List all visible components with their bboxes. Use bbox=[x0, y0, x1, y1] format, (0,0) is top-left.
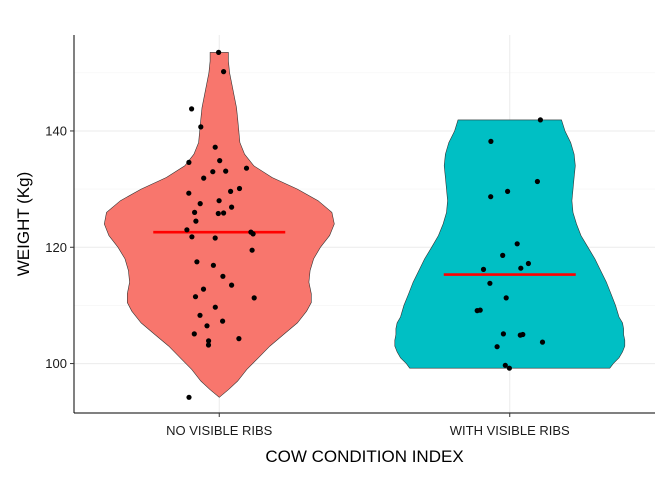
data-point bbox=[210, 169, 216, 175]
data-point bbox=[500, 331, 506, 337]
data-point bbox=[474, 308, 480, 314]
data-point bbox=[212, 144, 218, 150]
y-tick-label: 100 bbox=[45, 356, 67, 371]
data-point bbox=[488, 138, 494, 144]
data-point bbox=[217, 158, 223, 164]
data-point bbox=[505, 188, 511, 194]
data-point bbox=[236, 185, 243, 192]
data-point bbox=[502, 362, 508, 368]
data-point bbox=[205, 342, 212, 348]
data-point bbox=[184, 227, 190, 233]
data-point bbox=[210, 262, 216, 268]
data-point bbox=[228, 188, 234, 194]
data-point bbox=[197, 312, 203, 318]
data-point bbox=[193, 218, 199, 224]
data-point bbox=[236, 336, 242, 342]
data-point bbox=[215, 210, 221, 217]
data-point bbox=[251, 295, 257, 301]
data-point bbox=[537, 117, 544, 123]
data-point bbox=[186, 190, 192, 196]
data-point bbox=[201, 175, 207, 181]
mean-lines bbox=[153, 230, 576, 276]
y-axis-title: WEIGHT (Kg) bbox=[14, 172, 33, 277]
x-ticks: NO VISIBLE RIBS WITH VISIBLE RIBS bbox=[166, 413, 570, 438]
data-point bbox=[220, 273, 226, 279]
data-point bbox=[220, 318, 226, 324]
data-point bbox=[249, 247, 255, 253]
data-point bbox=[480, 266, 487, 272]
data-point bbox=[204, 323, 210, 329]
data-point bbox=[191, 331, 197, 337]
data-point bbox=[243, 165, 250, 171]
data-point bbox=[500, 252, 506, 258]
data-point bbox=[525, 260, 532, 267]
y-tick-label: 140 bbox=[45, 123, 67, 138]
y-tick-label: 120 bbox=[45, 240, 67, 255]
data-point bbox=[506, 365, 512, 371]
data-point bbox=[221, 69, 227, 75]
data-point bbox=[198, 124, 204, 130]
data-point bbox=[503, 295, 509, 301]
data-point bbox=[212, 304, 218, 310]
data-point bbox=[518, 265, 524, 271]
data-point bbox=[229, 204, 235, 210]
data-point bbox=[539, 339, 546, 345]
data-point bbox=[488, 194, 494, 200]
data-point bbox=[189, 106, 195, 112]
data-point bbox=[250, 231, 256, 237]
x-tick-label: WITH VISIBLE RIBS bbox=[450, 423, 570, 438]
data-point bbox=[534, 178, 541, 185]
data-point bbox=[194, 259, 200, 265]
x-tick-label: NO VISIBLE RIBS bbox=[166, 423, 273, 438]
data-point bbox=[192, 294, 199, 300]
data-point bbox=[206, 338, 212, 344]
data-point bbox=[223, 168, 229, 174]
data-point bbox=[212, 235, 218, 241]
y-ticks: 100 120 140 bbox=[45, 123, 74, 371]
data-point bbox=[216, 198, 222, 204]
data-point bbox=[216, 49, 222, 56]
violin-with-visible-ribs bbox=[394, 119, 626, 369]
data-point bbox=[494, 344, 500, 350]
data-point bbox=[200, 286, 207, 292]
data-point bbox=[192, 209, 198, 215]
x-axis-title: COW CONDITION INDEX bbox=[265, 447, 463, 466]
data-point bbox=[221, 210, 227, 216]
data-point bbox=[514, 241, 520, 247]
violin-no-visible-ribs bbox=[103, 52, 335, 398]
data-point bbox=[229, 282, 235, 288]
data-point bbox=[186, 394, 192, 400]
axes bbox=[73, 35, 655, 414]
data-point bbox=[186, 159, 192, 165]
data-point bbox=[517, 332, 523, 338]
data-points bbox=[184, 49, 546, 400]
data-point bbox=[487, 280, 493, 286]
data-point bbox=[189, 234, 195, 240]
violins bbox=[103, 52, 626, 398]
data-point bbox=[197, 201, 203, 207]
